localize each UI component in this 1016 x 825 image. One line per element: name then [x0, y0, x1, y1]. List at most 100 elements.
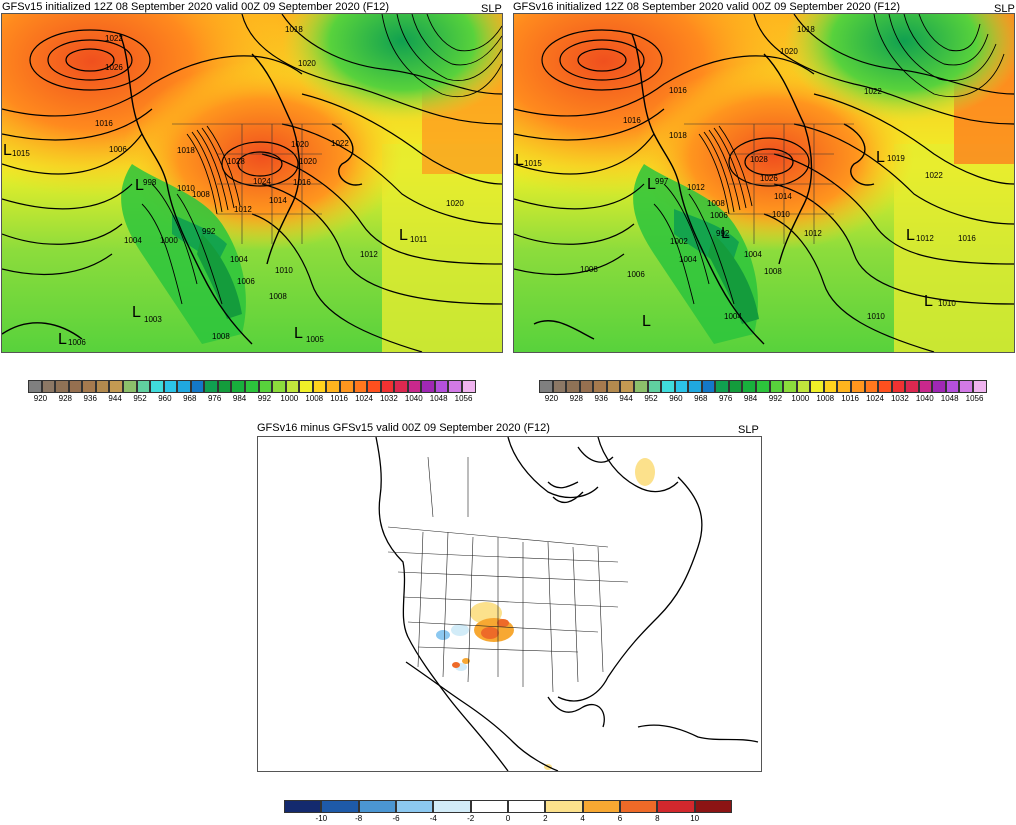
colorbar-swatch — [579, 380, 594, 393]
colorbar-swatch — [796, 380, 811, 393]
gfsv15-contour-label: 1022 — [331, 139, 349, 148]
gfsv16-contour-label: 1019 — [887, 154, 905, 163]
colorbar-tick-label: 0 — [505, 814, 511, 823]
colorbar-tick-label: 2 — [543, 814, 548, 823]
colorbar-swatch — [918, 380, 933, 393]
colorbar-swatch — [507, 800, 546, 813]
gfsv16-low-marker: L — [647, 176, 656, 193]
gfsv15-var-label: SLP — [481, 3, 502, 15]
colorbar-swatch — [619, 800, 658, 813]
colorbar-swatch — [95, 380, 110, 393]
gfsv16-contour-label: 1004 — [679, 255, 697, 264]
colorbar-tick-label: 10 — [690, 814, 700, 823]
colorbar-swatch — [864, 380, 879, 393]
colorbar-swatch — [163, 380, 178, 393]
gfsv16-contour-label: 1012 — [916, 234, 934, 243]
colorbar-swatch — [566, 380, 580, 393]
colorbar-tick-label: 952 — [133, 394, 147, 403]
colorbar-tick-label: 920 — [33, 394, 48, 403]
colorbar-swatch — [258, 380, 273, 393]
colorbar-swatch — [326, 380, 340, 393]
gfsv16-contour-label: 1015 — [524, 159, 542, 168]
colorbar-swatch — [190, 380, 205, 393]
colorbar-tick-label: 928 — [569, 394, 584, 403]
gfsv16-slp-map: 1018 1020 1016 1018 1022 1016 1015 1012 … — [513, 13, 1015, 353]
colorbar-tick-label: 1008 — [816, 394, 835, 403]
diff-var-label: SLP — [738, 424, 759, 436]
colorbar-tick-label: -2 — [467, 814, 475, 823]
gfsv16-contour-label: 992 — [716, 229, 730, 238]
colorbar-swatches — [539, 380, 987, 393]
gfsv16-contour-label: 1004 — [744, 250, 762, 259]
gfsv15-contour-label: 1000 — [160, 236, 178, 245]
colorbar-tick-label: 1024 — [355, 394, 373, 403]
gfsv16-contour-label: 1028 — [750, 155, 768, 164]
colorbar-tick-label: 1016 — [330, 394, 349, 403]
gfsv15-low-marker: L — [132, 304, 141, 321]
colorbar-swatch — [701, 380, 716, 393]
gfsv15-contour-label: 1010 — [275, 266, 293, 275]
diff-title: GFSv16 minus GFSv15 valid 00Z 09 Septemb… — [257, 422, 550, 434]
colorbar-swatch — [231, 380, 245, 393]
colorbar-tick-label: 1024 — [866, 394, 884, 403]
colorbar-swatch — [552, 380, 567, 393]
diff-colorbar: -10 -8 -6 -4 -2 0 2 4 6 8 10 — [284, 800, 732, 825]
gfsv15-contour-label: 1018 — [177, 146, 195, 155]
colorbar-swatch — [945, 380, 960, 393]
gfsv15-contour-label: 1004 — [230, 255, 248, 264]
colorbar-swatch — [539, 380, 553, 393]
gfsv15-low-marker: L — [3, 142, 12, 159]
colorbar-swatch — [122, 380, 137, 393]
colorbar-swatch — [82, 380, 96, 393]
gfsv15-contour-label: 1012 — [234, 205, 252, 214]
gfsv16-contour-label: 1016 — [669, 86, 687, 95]
colorbar-tick-label: 960 — [158, 394, 172, 403]
gfsv16-contour-label: 1008 — [707, 199, 725, 208]
colorbar-swatch — [353, 380, 368, 393]
colorbar-swatch — [688, 380, 702, 393]
gfsv16-contour-label: 1010 — [867, 312, 885, 321]
gfsv16-contour-label: 1012 — [687, 183, 705, 192]
gfsv16-contour-label: 1006 — [710, 211, 728, 220]
colorbar-swatch — [299, 380, 313, 393]
colorbar-swatches — [28, 380, 476, 393]
colorbar-tick-label: 936 — [83, 394, 97, 403]
gfsv15-contour-label: 1020 — [298, 59, 316, 68]
gfsv16-low-marker: L — [924, 293, 933, 310]
gfsv15-map-canvas: 1022 1026 1018 1020 1016 1015 1006 1018 … — [2, 14, 502, 352]
gfsv15-contour-label: 1014 — [269, 196, 287, 205]
gfsv15-contour-label: 1008 — [269, 292, 287, 301]
colorbar-swatch — [433, 800, 471, 813]
colorbar-swatch — [367, 380, 381, 393]
colorbar-swatch — [28, 380, 42, 393]
colorbar-tick-label: 6 — [617, 814, 623, 823]
colorbar-swatch — [421, 380, 435, 393]
colorbar-tick-label: -10 — [315, 814, 328, 823]
colorbar-tick-label: 4 — [580, 814, 585, 823]
colorbar-swatch — [407, 380, 422, 393]
colorbar-tick-label: 968 — [183, 394, 197, 403]
colorbar-swatch — [109, 380, 123, 393]
gfsv16-contour-label: 997 — [655, 177, 669, 186]
colorbar-swatch — [321, 800, 359, 813]
colorbar-swatch — [434, 380, 449, 393]
colorbar-tick-label: -6 — [392, 814, 400, 823]
colorbar-labels: 920 928 936 944 952 960 968 976 984 992 1000 1008 10… — [539, 393, 987, 405]
colorbar-swatch — [823, 380, 838, 393]
colorbar-swatch — [837, 380, 851, 393]
colorbar-swatch — [905, 380, 919, 393]
colorbar-tick-label: 1008 — [305, 394, 324, 403]
colorbar-swatch — [756, 380, 770, 393]
colorbar-tick-label: 1056 — [965, 394, 984, 403]
gfsv16-contour-label: 1002 — [670, 237, 688, 246]
gfsv15-slp-colorbar: 920 928 936 944 952 960 968 976 984 992 1000 1008 10… — [28, 380, 476, 405]
colorbar-swatch — [204, 380, 218, 393]
colorbar-swatch — [272, 380, 286, 393]
colorbar-swatch — [285, 380, 300, 393]
gfsv15-contour-label: 1008 — [192, 190, 210, 199]
colorbar-swatch — [68, 380, 83, 393]
colorbar-swatch — [783, 380, 797, 393]
gfsv15-contour-label: 1011 — [410, 235, 428, 244]
gfsv15-contour-label: 1020 — [299, 157, 317, 166]
colorbar-swatch — [470, 800, 508, 813]
